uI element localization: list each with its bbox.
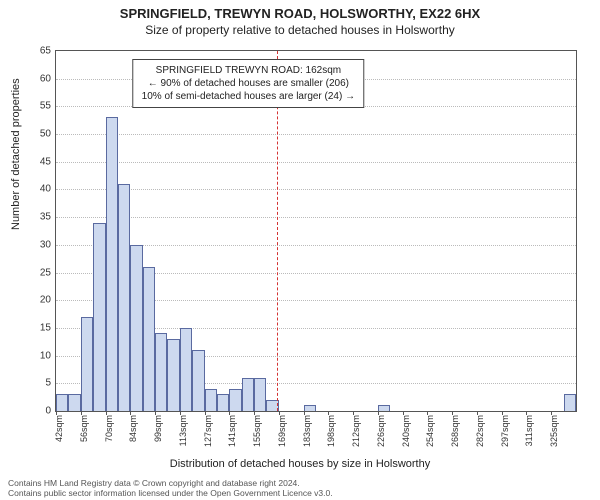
x-tick-label: 297sqm	[500, 415, 510, 447]
x-tick-label: 311sqm	[524, 415, 534, 446]
y-tick-label: 15	[40, 322, 56, 333]
x-tick-label: 127sqm	[203, 415, 213, 447]
histogram-bar	[143, 267, 155, 411]
histogram-bar	[254, 378, 266, 411]
histogram-bar	[205, 389, 217, 411]
y-tick-label: 65	[40, 46, 56, 57]
histogram-bar	[118, 184, 130, 411]
y-tick-label: 10	[40, 350, 56, 361]
footer-line2: Contains public sector information licen…	[8, 488, 333, 498]
x-tick-label: 169sqm	[277, 415, 287, 447]
y-tick-label: 5	[45, 378, 56, 389]
chart-subtitle: Size of property relative to detached ho…	[0, 21, 600, 37]
y-tick-label: 30	[40, 239, 56, 250]
y-tick-label: 55	[40, 101, 56, 112]
x-tick-label: 254sqm	[425, 415, 435, 447]
chart-plot-area: 05101520253035404550556065 SPRINGFIELD T…	[55, 50, 577, 412]
histogram-bar	[106, 117, 118, 411]
histogram-bar	[192, 350, 204, 411]
chart-title: SPRINGFIELD, TREWYN ROAD, HOLSWORTHY, EX…	[0, 0, 600, 21]
histogram-bar	[130, 245, 142, 411]
x-tick-label: 198sqm	[326, 415, 336, 447]
callout-line3: 10% of semi-detached houses are larger (…	[142, 90, 355, 103]
histogram-bar	[242, 378, 254, 411]
x-tick-label: 226sqm	[376, 415, 386, 447]
histogram-bar	[304, 405, 316, 411]
histogram-bar	[180, 328, 192, 411]
x-tick-label: 282sqm	[475, 415, 485, 447]
histogram-bar	[56, 394, 68, 411]
histogram-bar	[68, 394, 80, 411]
x-tick-label: 240sqm	[401, 415, 411, 447]
y-tick-label: 20	[40, 295, 56, 306]
x-tick-label: 84sqm	[128, 415, 138, 442]
x-tick-label: 212sqm	[351, 415, 361, 447]
x-tick-label: 99sqm	[153, 415, 163, 442]
histogram-bar	[93, 223, 105, 411]
x-tick-label: 113sqm	[178, 415, 188, 446]
histogram-bar	[564, 394, 576, 411]
histogram-bar	[155, 333, 167, 411]
x-tick-label: 183sqm	[302, 415, 312, 447]
x-tick-label: 42sqm	[54, 415, 64, 442]
footer-attribution: Contains HM Land Registry data © Crown c…	[8, 478, 333, 498]
y-axis-title: Number of detached properties	[10, 78, 22, 230]
callout-line1: SPRINGFIELD TREWYN ROAD: 162sqm	[142, 64, 355, 77]
x-axis-title: Distribution of detached houses by size …	[0, 458, 600, 470]
x-tick-label: 56sqm	[79, 415, 89, 442]
y-tick-label: 60	[40, 73, 56, 84]
y-tick-label: 40	[40, 184, 56, 195]
x-tick-label: 155sqm	[252, 415, 262, 447]
histogram-bar	[217, 394, 229, 411]
x-tick-label: 268sqm	[450, 415, 460, 447]
y-tick-label: 25	[40, 267, 56, 278]
histogram-bar	[167, 339, 179, 411]
footer-line1: Contains HM Land Registry data © Crown c…	[8, 478, 333, 488]
x-tick-label: 70sqm	[104, 415, 114, 442]
callout-box: SPRINGFIELD TREWYN ROAD: 162sqm ← 90% of…	[133, 59, 364, 108]
histogram-bar	[81, 317, 93, 411]
y-tick-label: 45	[40, 156, 56, 167]
y-tick-label: 35	[40, 212, 56, 223]
x-tick-label: 141sqm	[227, 415, 237, 447]
histogram-bar	[378, 405, 390, 411]
callout-line2: ← 90% of detached houses are smaller (20…	[142, 77, 355, 90]
y-tick-label: 50	[40, 129, 56, 140]
x-tick-label: 325sqm	[549, 415, 559, 447]
histogram-bar	[229, 389, 241, 411]
